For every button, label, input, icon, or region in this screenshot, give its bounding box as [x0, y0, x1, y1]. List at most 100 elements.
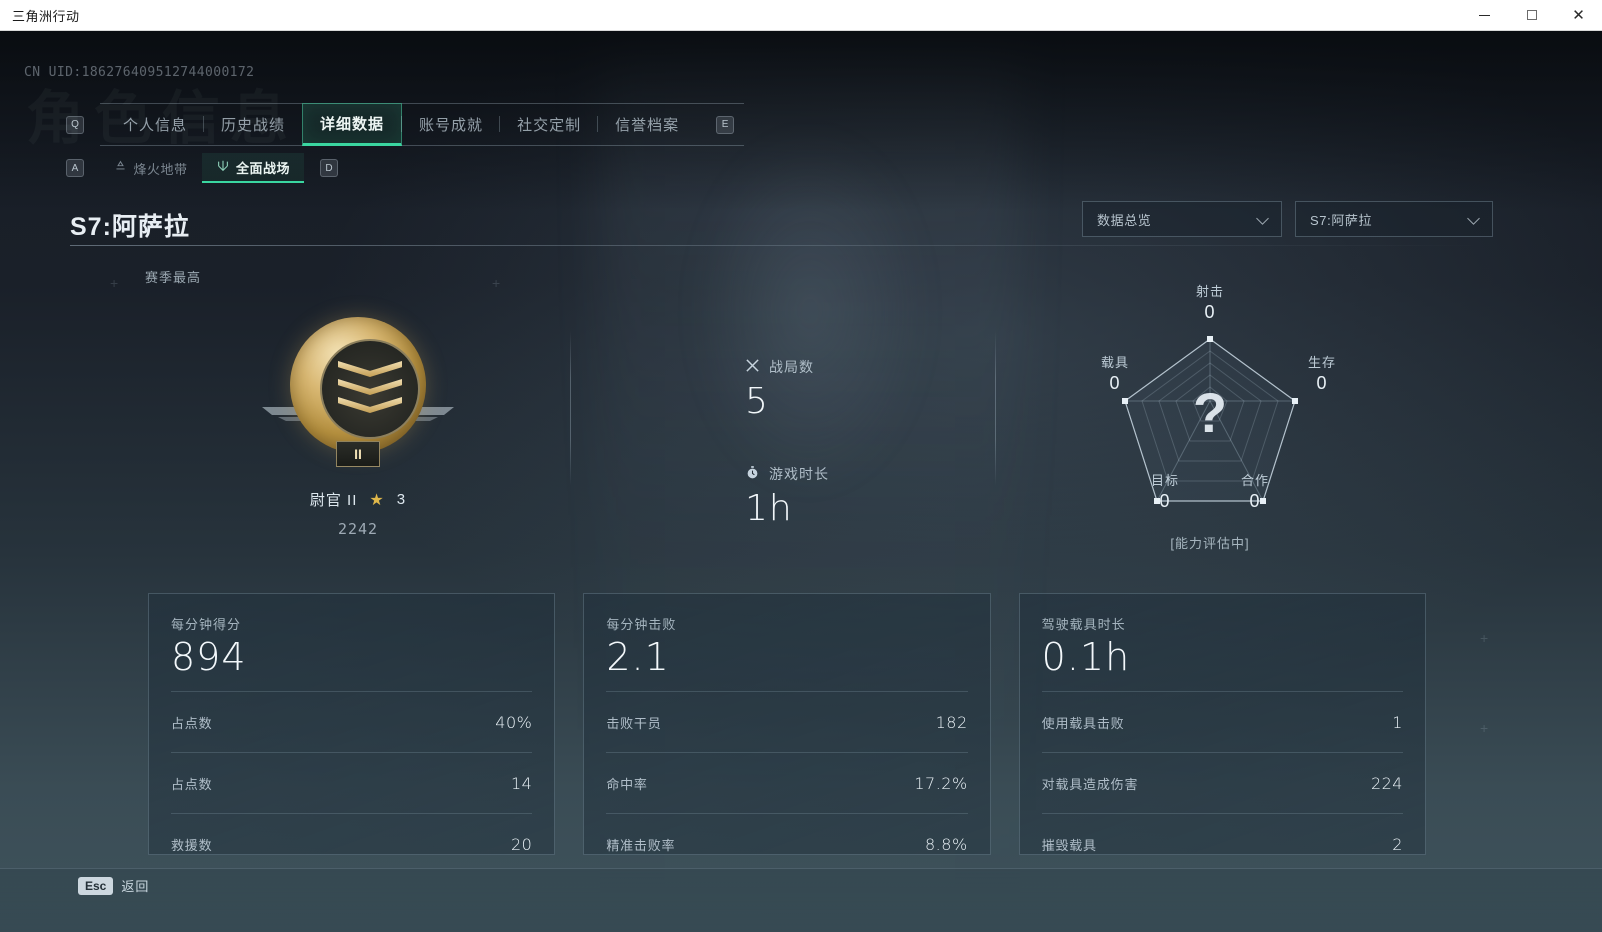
table-row: 占点数 14 — [171, 752, 533, 813]
tab-reputation-file[interactable]: 信誉档案 — [597, 103, 696, 146]
maximize-icon — [1526, 10, 1537, 20]
close-icon: ✕ — [1572, 6, 1585, 24]
subtab-next-key[interactable]: D — [320, 159, 339, 177]
card-value: 0.1h — [1041, 635, 1131, 679]
back-label: 返回 — [121, 879, 150, 894]
decor-tick: + — [110, 275, 119, 291]
metric-matches-value: 5 — [745, 381, 769, 422]
radar-axis-vehicle-label: 载具 — [1100, 355, 1129, 370]
crossed-swords-icon — [745, 358, 760, 376]
window-title: 三角洲行动 — [12, 8, 80, 24]
table-row: 击败干员 182 — [606, 691, 968, 752]
rank-tier-badge: II — [336, 441, 380, 467]
row-label: 精准击败率 — [606, 837, 676, 853]
back-button[interactable]: Esc 返回 — [78, 876, 149, 895]
row-label: 占点数 — [171, 776, 213, 792]
radar-axis-shooting: 射击 0 — [1175, 281, 1245, 323]
tab-social-customization[interactable]: 社交定制 — [499, 103, 598, 146]
radar-axis-cooperation-label: 合作 — [1240, 473, 1269, 488]
metric-playtime-label-row: 游戏时长 — [745, 464, 829, 484]
tabbar-top-rule — [100, 103, 744, 104]
metric-playtime-label: 游戏时长 — [769, 466, 829, 482]
row-value: 40% — [495, 712, 533, 732]
metric-playtime-value: 1h — [745, 488, 793, 529]
stat-card-vehicle-time: 驾驶载具时长 0.1h 使用载具击败 1 对载具造成伤害 224 摧毁载具 2 — [1018, 593, 1426, 855]
maximize-button[interactable] — [1508, 0, 1555, 31]
card-title: 每分钟得分 — [171, 617, 242, 632]
table-row: 摧毁载具 2 — [1041, 813, 1403, 874]
subtab-warfare-label: 全面战场 — [236, 160, 291, 176]
page-title: S7:阿萨拉 — [70, 213, 190, 241]
subtab-warfare[interactable]: 全面战场 — [202, 153, 305, 183]
stat-card-kills-per-minute: 每分钟击败 2.1 击败干员 182 命中率 17.2% 精准击败率 8.8% — [583, 593, 991, 855]
decor-tick: + — [1480, 720, 1489, 736]
medal-disc — [290, 317, 426, 453]
stopwatch-icon — [745, 465, 760, 483]
radar-axis-shooting-value: 0 — [1204, 302, 1216, 322]
row-value: 17.2% — [914, 773, 968, 793]
close-button[interactable]: ✕ — [1555, 0, 1602, 31]
radar-unknown-icon: ? — [1192, 381, 1228, 444]
warfare-icon — [216, 159, 230, 176]
divider-left — [570, 331, 571, 486]
subtab-operations-label: 烽火地带 — [133, 161, 188, 177]
main-tabbar: Q 个人信息 历史战绩 详细数据 账号成就 社交定制 信誉档案 E — [66, 103, 778, 146]
star-icon: ★ — [369, 491, 385, 509]
background-watermark: 角色信息 — [26, 71, 298, 155]
rank-block: II 尉官 II ★ 3 2242 — [258, 313, 458, 538]
flame-icon — [114, 160, 127, 176]
window-controls: ✕ — [1461, 0, 1602, 31]
ability-radar-chart: ? 射击 0 生存 0 合作 0 目标 0 载具 0 [能力评估中] — [1060, 277, 1360, 567]
radar-status-note: [能力评估中] — [1170, 536, 1250, 551]
account-uid: CN UID:186276409512744000172 — [24, 65, 255, 80]
rank-star-count: 3 — [396, 491, 407, 508]
row-label: 命中率 — [606, 776, 648, 792]
season-dropdown[interactable]: S7:阿萨拉 — [1295, 201, 1493, 237]
subtab-operations[interactable]: 烽火地带 — [100, 153, 202, 183]
row-label: 救援数 — [171, 837, 213, 853]
row-value: 8.8% — [925, 834, 968, 854]
metric-matches-label: 战局数 — [769, 359, 814, 375]
row-label: 击败干员 — [606, 715, 662, 731]
row-value: 224 — [1370, 773, 1403, 793]
table-row: 对载具造成伤害 224 — [1041, 752, 1403, 813]
card-rows: 占点数 40% 占点数 14 救援数 20 — [171, 691, 533, 874]
tab-list: 个人信息 历史战绩 详细数据 账号成就 社交定制 信誉档案 — [106, 103, 696, 146]
tab-match-history[interactable]: 历史战绩 — [203, 103, 302, 146]
tab-prev-key[interactable]: Q — [66, 115, 84, 134]
card-title: 驾驶载具时长 — [1041, 617, 1126, 632]
radar-axis-cooperation: 合作 0 — [1220, 470, 1290, 512]
subtab-prev-key[interactable]: A — [66, 159, 84, 177]
card-value: 894 — [171, 635, 247, 679]
radar-axis-vehicle: 载具 0 — [1080, 352, 1150, 394]
card-title: 每分钟击败 — [606, 617, 677, 632]
radar-axis-survival: 生存 0 — [1287, 352, 1357, 394]
radar-axis-objective-label: 目标 — [1150, 473, 1179, 488]
season-best-label: 赛季最高 — [145, 270, 202, 285]
minimize-button[interactable] — [1461, 0, 1508, 31]
rank-name: 尉官 II — [309, 492, 358, 509]
row-value: 1 — [1392, 712, 1403, 732]
table-row: 使用载具击败 1 — [1041, 691, 1403, 752]
tab-personal-info[interactable]: 个人信息 — [123, 117, 188, 134]
window-titlebar: 三角洲行动 ✕ — [0, 0, 1602, 31]
tab-next-key[interactable]: E — [716, 115, 735, 134]
card-rows: 击败干员 182 命中率 17.2% 精准击败率 8.8% — [606, 691, 968, 874]
table-row: 命中率 17.2% — [606, 752, 968, 813]
mode-dropdown[interactable]: 数据总览 — [1082, 201, 1282, 237]
table-row: 占点数 40% — [171, 691, 533, 752]
radar-axis-cooperation-value: 0 — [1249, 491, 1261, 511]
stat-cards: 每分钟得分 894 占点数 40% 占点数 14 救援数 20 — [148, 593, 1426, 855]
tab-detailed-stats[interactable]: 详细数据 — [302, 103, 403, 146]
row-label: 对载具造成伤害 — [1041, 776, 1139, 792]
metric-playtime: 游戏时长 1h — [745, 464, 829, 529]
row-label: 摧毁载具 — [1041, 837, 1097, 853]
rank-medal: II — [262, 313, 454, 473]
subtab-list: 烽火地带 全面战场 — [100, 153, 305, 183]
metric-matches: 战局数 5 — [745, 357, 814, 422]
tab-account-achievements[interactable]: 账号成就 — [401, 103, 500, 146]
game-viewport: + + + + 角色信息 CN UID:18627640951274400017… — [0, 31, 1602, 932]
row-label: 使用载具击败 — [1041, 715, 1125, 731]
chevron-down-icon — [1468, 213, 1480, 225]
row-label: 占点数 — [171, 715, 213, 731]
